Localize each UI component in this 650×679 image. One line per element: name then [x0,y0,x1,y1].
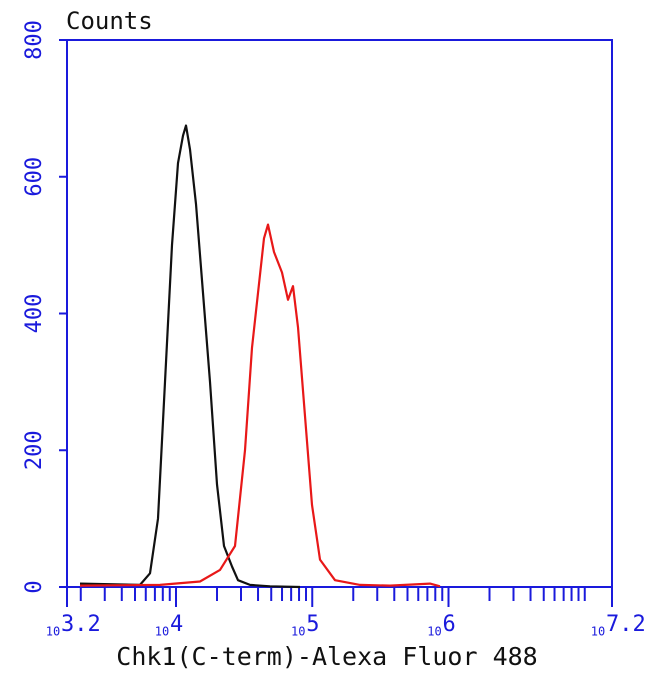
x-tick-base: 10 [291,625,305,639]
x-tick-base: 10 [155,625,169,639]
x-tick-power: 5 [306,612,319,637]
x-tick-power: 4 [170,612,183,637]
y-tick-label: 0 [22,580,47,593]
x-axis-label: Chk1(C-term)-Alexa Fluor 488 [116,642,537,671]
y-tick-label: 800 [22,20,47,60]
y-tick-label: 400 [22,294,47,334]
chart-title: Counts [66,7,153,35]
histogram-line [79,223,441,588]
x-tick-base: 10 [427,625,441,639]
x-tick-base: 10 [46,625,60,639]
x-tick-base: 10 [591,625,605,639]
histogram-line [79,124,301,589]
x-tick-power: 7.2 [606,612,646,637]
y-tick-label: 200 [22,430,47,470]
x-tick-power: 3.2 [61,612,101,637]
plot-frame [66,39,613,588]
y-tick-label: 600 [22,157,47,197]
x-tick-power: 6 [443,612,456,637]
